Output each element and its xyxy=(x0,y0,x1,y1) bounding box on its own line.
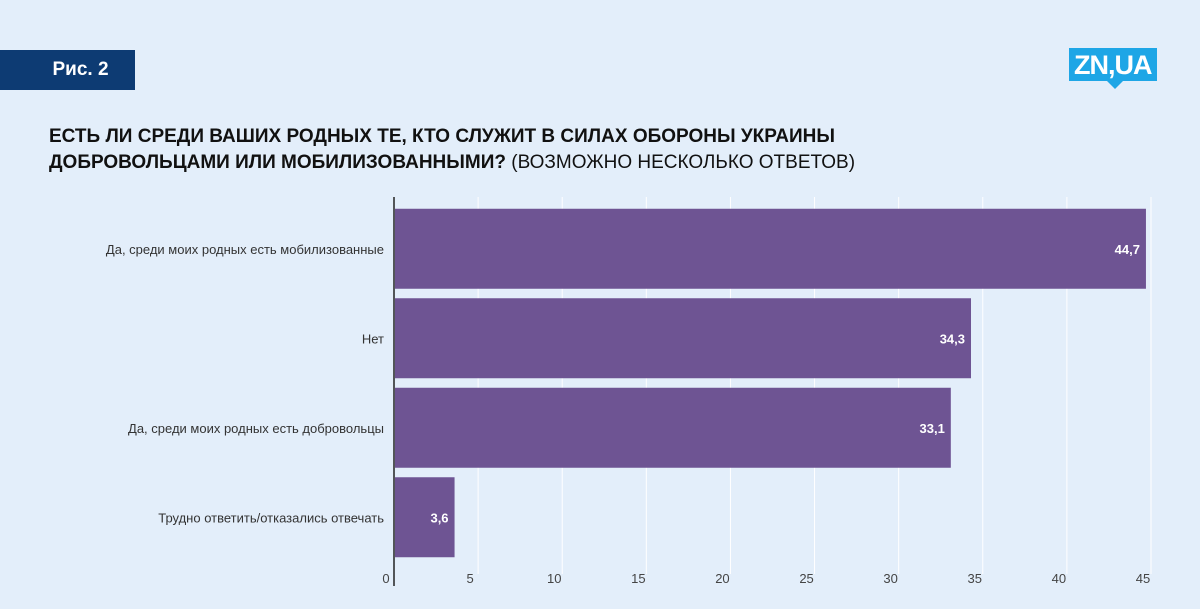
x-tick-label: 35 xyxy=(968,571,982,586)
category-label: Да, среди моих родных есть добровольцы xyxy=(128,421,384,436)
title-line-2: ДОБРОВОЛЬЦАМИ ИЛИ МОБИЛИЗОВАННЫМИ? xyxy=(49,152,506,173)
x-tick-label: 0 xyxy=(382,571,389,586)
bar xyxy=(395,477,455,558)
x-tick-label: 25 xyxy=(799,571,813,586)
figure-label: Рис. 2 xyxy=(0,50,135,90)
bar xyxy=(395,387,951,468)
logo-text: ZN,UA xyxy=(1069,48,1157,81)
x-tick-label: 20 xyxy=(715,571,729,586)
title-note: (ВОЗМОЖНО НЕСКОЛЬКО ОТВЕТОВ) xyxy=(511,152,856,173)
zn-ua-logo: ZN,UA xyxy=(1069,48,1157,89)
category-label: Трудно ответить/отказались отвечать xyxy=(158,510,384,525)
axis: 0 5 10 15 20 25 30 35 40 45 Да, среди моих родных … xyxy=(106,197,1150,586)
category-label: Нет xyxy=(362,331,384,346)
value-label: 34,3 xyxy=(940,331,965,346)
category-label: Да, среди моих родных есть мобилизованны… xyxy=(106,242,384,257)
x-tick-label: 30 xyxy=(883,571,897,586)
value-label: 44,7 xyxy=(1115,242,1140,257)
value-label: 33,1 xyxy=(920,421,945,436)
bar xyxy=(395,208,1146,289)
bar xyxy=(395,298,972,379)
x-tick-label: 45 xyxy=(1136,571,1150,586)
title-line-1: ЕСТЬ ЛИ СРЕДИ ВАШИХ РОДНЫХ ТЕ, КТО СЛУЖИ… xyxy=(49,126,835,147)
x-tick-label: 10 xyxy=(547,571,561,586)
x-tick-label: 5 xyxy=(466,571,473,586)
logo-tail-icon xyxy=(1107,81,1123,89)
value-label: 3,6 xyxy=(430,510,448,525)
x-tick-label: 15 xyxy=(631,571,645,586)
bars: 44,7 34,3 33,1 3,6 xyxy=(395,208,1146,558)
chart-title: ЕСТЬ ЛИ СРЕДИ ВАШИХ РОДНЫХ ТЕ, КТО СЛУЖИ… xyxy=(49,124,1049,176)
x-tick-label: 40 xyxy=(1052,571,1066,586)
